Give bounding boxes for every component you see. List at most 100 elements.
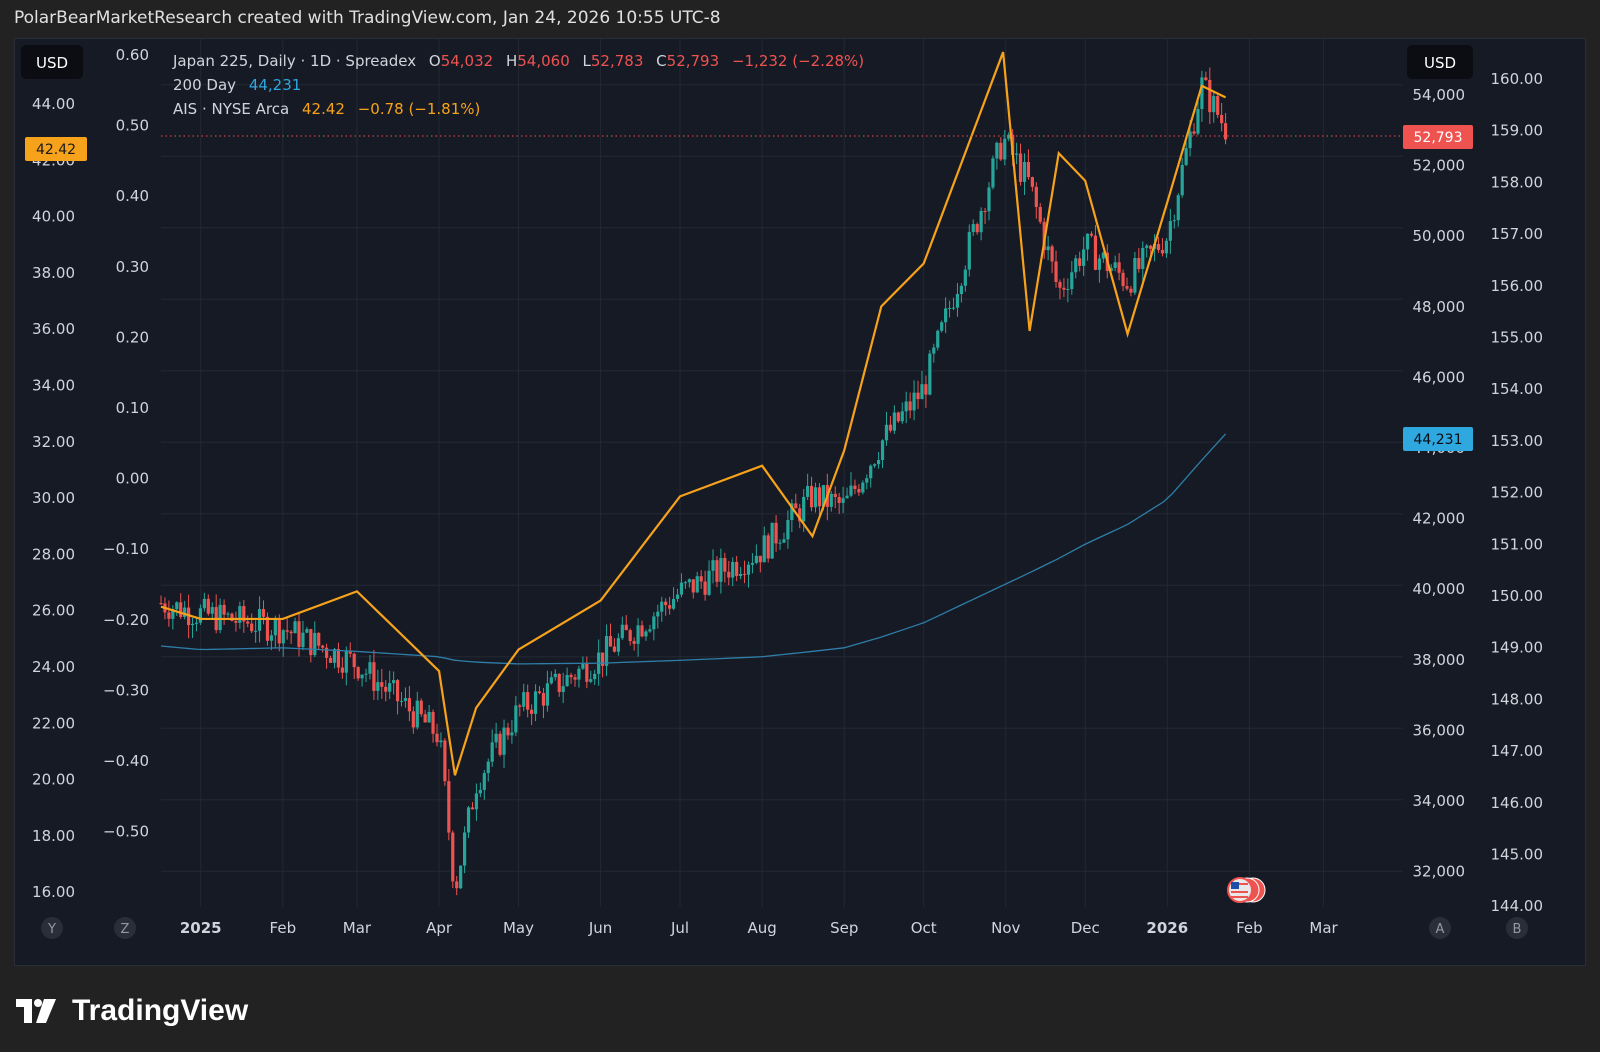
y-axis-button[interactable]: Y xyxy=(41,917,63,939)
candle-body xyxy=(328,657,333,663)
candle-body xyxy=(277,619,281,644)
right-outer-tick-label: 158.00 xyxy=(1491,173,1544,191)
left-inner-tick-label: 0.40 xyxy=(116,187,149,205)
price-chart[interactable]: 44.0042.0040.0038.0036.0034.0032.0030.00… xyxy=(15,39,1585,965)
candle-body xyxy=(1113,262,1117,268)
a-axis-button[interactable]: A xyxy=(1429,917,1451,939)
candle-body xyxy=(853,485,857,490)
right-inner-tick-label: 34,000 xyxy=(1413,792,1466,810)
z-button-label: Z xyxy=(121,922,130,937)
candle-body xyxy=(455,881,459,889)
candle-body xyxy=(778,542,782,544)
candle-body xyxy=(250,623,254,632)
candle-body xyxy=(782,539,786,543)
b-axis-button[interactable]: B xyxy=(1506,917,1528,939)
left-outer-tick-label: 20.00 xyxy=(32,771,75,789)
candle-body xyxy=(802,496,806,522)
candle-body xyxy=(715,560,719,582)
candle-body xyxy=(194,622,199,624)
candle-body xyxy=(1003,138,1007,160)
candle-body xyxy=(1208,80,1212,113)
candle-body xyxy=(739,573,743,576)
candle-body xyxy=(798,508,802,522)
time-tick-label: Sep xyxy=(830,919,858,937)
candle-body xyxy=(1109,267,1113,272)
z-axis-button[interactable]: Z xyxy=(114,917,136,939)
candle-body xyxy=(723,557,727,572)
candle-body xyxy=(593,673,597,680)
left-outer-tick-label: 22.00 xyxy=(32,714,75,732)
candle-body xyxy=(305,629,309,633)
currency-left-button[interactable]: USD xyxy=(21,45,83,79)
candle-body xyxy=(975,224,979,233)
candle-body xyxy=(265,616,270,641)
candle-body xyxy=(1145,245,1149,248)
time-tick-label: Mar xyxy=(1309,919,1338,937)
left-outer-tick-label: 16.00 xyxy=(32,883,75,901)
candle-body xyxy=(313,632,317,656)
candle-body xyxy=(873,464,877,466)
left-outer-tick-label: 30.00 xyxy=(32,489,75,507)
currency-left-label: USD xyxy=(36,54,68,72)
candle-body xyxy=(459,865,463,889)
candle-body xyxy=(1180,164,1184,196)
candle-body xyxy=(675,594,680,599)
legend-low: 52,783 xyxy=(591,52,644,70)
candle-body xyxy=(293,621,297,634)
candle-body xyxy=(999,142,1003,160)
time-tick-label: Dec xyxy=(1071,919,1100,937)
candle-body xyxy=(1022,162,1027,182)
right-inner-tick-label: 32,000 xyxy=(1413,863,1466,881)
candle-body xyxy=(285,630,289,632)
right-inner-axis: 54,00052,00050,00048,00046,00044,00042,0… xyxy=(1413,86,1466,881)
candle-body xyxy=(1046,246,1050,251)
candle-body xyxy=(849,485,853,496)
ma200-price-badge: 44,231 xyxy=(1403,427,1473,451)
chart-frame[interactable]: 44.0042.0040.0038.0036.0034.0032.0030.00… xyxy=(14,38,1586,966)
candle-body xyxy=(431,711,435,734)
ais-line xyxy=(160,51,1227,776)
candle-body xyxy=(1093,235,1098,270)
candle-body xyxy=(817,487,822,507)
candle-body xyxy=(928,353,932,395)
candle-body xyxy=(1141,247,1145,270)
candle-body xyxy=(533,691,538,714)
candle-body xyxy=(652,616,656,630)
currency-right-button[interactable]: USD xyxy=(1407,45,1473,79)
candle-body xyxy=(325,647,329,658)
legend-ais-value: 42.42 xyxy=(302,100,345,118)
candle-body xyxy=(758,555,762,563)
time-axis: 2025 Feb Mar Apr May Jun Jul Aug Sep Oct Nov Dec 202… xyxy=(180,919,1339,937)
candle-body xyxy=(1133,258,1137,293)
legend-h-label: H xyxy=(506,52,517,70)
candle-body xyxy=(348,651,352,654)
candle-body xyxy=(159,603,163,605)
candle-body xyxy=(403,698,408,701)
candle-body xyxy=(1149,245,1153,249)
candle-body xyxy=(549,677,553,684)
candle-body xyxy=(419,700,423,715)
ais-badge-value: 42.42 xyxy=(36,142,76,158)
right-outer-tick-label: 150.00 xyxy=(1491,587,1544,605)
candle-body xyxy=(486,761,490,774)
candle-body xyxy=(269,635,273,641)
candle-body xyxy=(581,663,585,669)
candle-body xyxy=(399,700,404,702)
tradingview-logo[interactable]: TradingView xyxy=(16,994,248,1028)
candle-body xyxy=(301,632,305,648)
candle-body xyxy=(620,624,624,639)
legend-open: 54,032 xyxy=(441,52,494,70)
legend-o-label: O xyxy=(429,52,441,70)
candle-body xyxy=(392,680,396,684)
candle-body xyxy=(770,522,774,559)
right-outer-tick-label: 153.00 xyxy=(1491,432,1544,450)
candle-body xyxy=(368,662,372,674)
us-flag-event-icon[interactable] xyxy=(1227,877,1266,903)
candle-body xyxy=(1097,258,1101,270)
candle-body xyxy=(841,498,845,503)
candle-body xyxy=(506,727,510,736)
candle-body xyxy=(561,686,565,693)
right-outer-tick-label: 156.00 xyxy=(1491,277,1544,295)
candle-body xyxy=(987,187,991,212)
candle-body xyxy=(624,624,628,631)
